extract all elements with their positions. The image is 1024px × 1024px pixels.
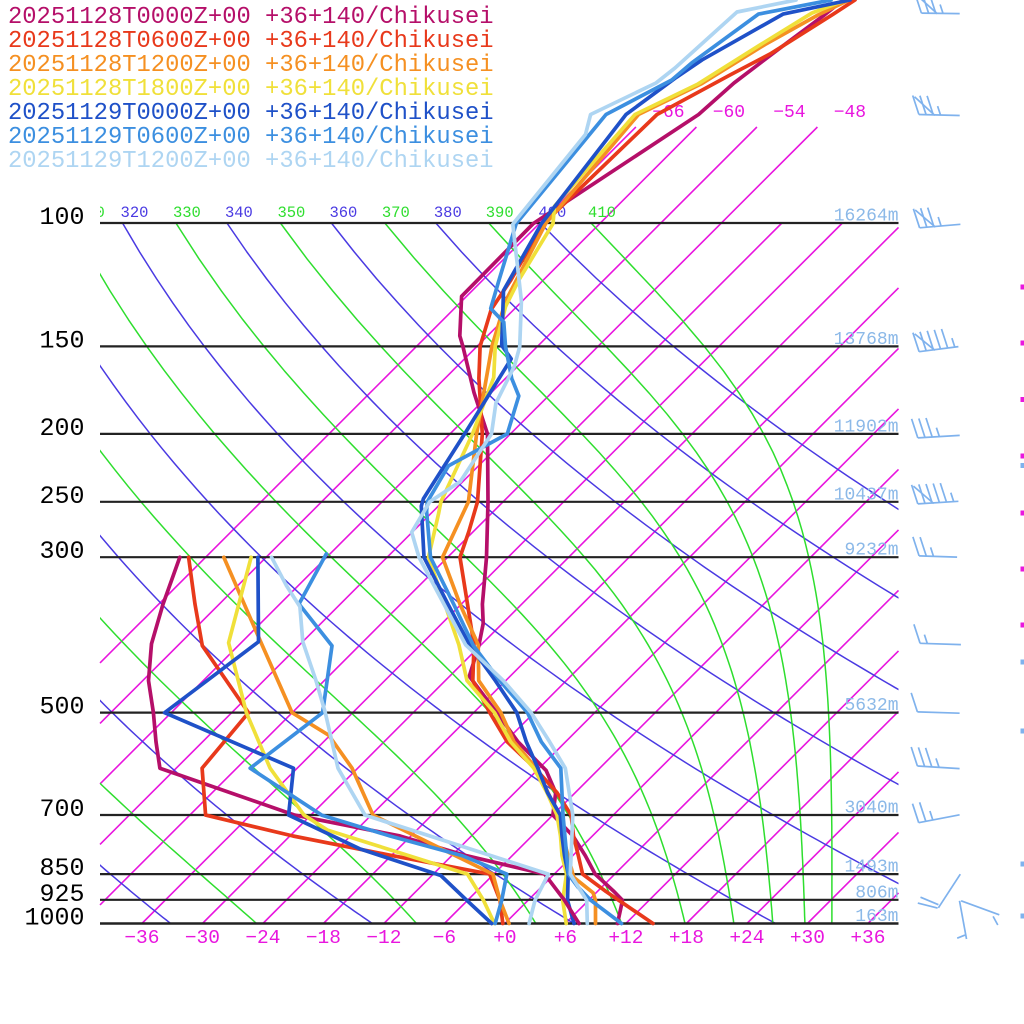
svg-text:250: 250 [39,482,84,511]
svg-text:−30: −30 [185,927,220,949]
svg-text:−54: −54 [773,103,805,123]
svg-text:−6: −6 [433,927,456,949]
svg-text:320: 320 [121,204,149,222]
svg-text:−48: −48 [834,103,866,123]
svg-text:+6: +6 [554,927,577,949]
svg-text:+0: +0 [493,927,516,949]
svg-text:310: 310 [77,204,105,222]
svg-text:350: 350 [277,204,305,222]
svg-text:13768m: 13768m [834,330,899,350]
svg-text:9232m: 9232m [844,541,898,561]
svg-text:410: 410 [588,204,616,222]
svg-text:390: 390 [486,204,514,222]
svg-text:+36: +36 [850,927,885,949]
svg-text:380: 380 [434,204,462,222]
svg-text:20251129T1200Z+00 +36+140/Chik: 20251129T1200Z+00 +36+140/Chikusei [8,148,494,175]
svg-text:806m: 806m [855,883,898,903]
svg-text:−12: −12 [366,927,401,949]
svg-text:20251128T0000Z+00 +36+140/Chik: 20251128T0000Z+00 +36+140/Chikusei [8,4,494,31]
svg-text:330: 330 [173,204,201,222]
svg-text:5632m: 5632m [844,696,898,716]
svg-text:−66: −66 [652,103,684,123]
svg-text:20251129T0000Z+00 +36+140/Chik: 20251129T0000Z+00 +36+140/Chikusei [8,100,494,127]
svg-text:+24: +24 [729,927,764,949]
svg-text:150: 150 [39,326,84,355]
svg-text:−60: −60 [713,103,745,123]
svg-text:11902m: 11902m [834,417,899,437]
svg-text:850: 850 [39,854,84,883]
svg-text:200: 200 [39,414,84,443]
svg-text:300: 300 [39,537,84,566]
svg-text:+12: +12 [608,927,643,949]
svg-text:700: 700 [39,795,84,824]
svg-text:100: 100 [39,203,84,232]
svg-text:1493m: 1493m [844,858,898,878]
svg-text:+30: +30 [790,927,825,949]
svg-text:16264m: 16264m [834,207,899,227]
svg-text:163m: 163m [855,907,898,927]
svg-text:500: 500 [39,693,84,722]
svg-text:1000: 1000 [24,904,84,933]
svg-text:3040m: 3040m [844,799,898,819]
svg-text:20251128T1200Z+00 +36+140/Chik: 20251128T1200Z+00 +36+140/Chikusei [8,52,494,79]
svg-text:+18: +18 [669,927,704,949]
svg-text:360: 360 [329,204,357,222]
svg-text:20251129T0600Z+00 +36+140/Chik: 20251129T0600Z+00 +36+140/Chikusei [8,124,494,151]
svg-text:−24: −24 [245,927,280,949]
svg-text:20251128T1800Z+00 +36+140/Chik: 20251128T1800Z+00 +36+140/Chikusei [8,76,494,103]
svg-text:370: 370 [382,204,410,222]
svg-text:20251128T0600Z+00 +36+140/Chik: 20251128T0600Z+00 +36+140/Chikusei [8,28,494,55]
svg-text:−36: −36 [124,927,159,949]
svg-text:−18: −18 [306,927,341,949]
svg-text:925: 925 [39,880,84,909]
svg-text:10437m: 10437m [834,485,899,505]
svg-text:340: 340 [225,204,253,222]
